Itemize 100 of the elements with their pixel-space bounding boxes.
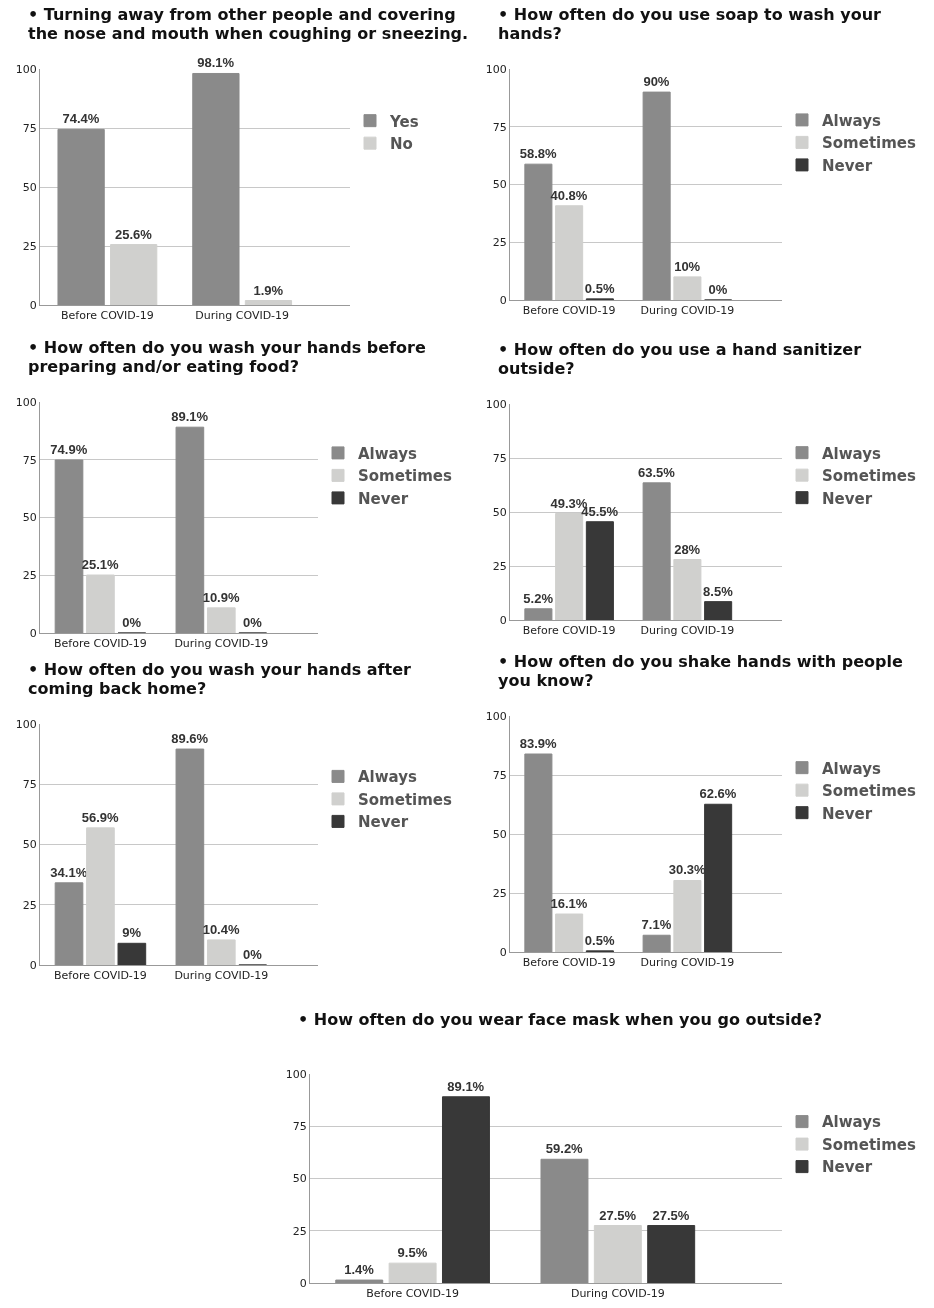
bar	[206, 939, 236, 965]
bar	[704, 803, 733, 952]
y-tick-label: 50	[492, 178, 507, 192]
data-label: 34.1%	[50, 864, 88, 880]
bar	[175, 426, 205, 633]
bar	[642, 482, 671, 620]
x-tick-label: Before COVID-19	[54, 969, 147, 983]
chart-title: • How often do you wash your hands after coming back home?	[27, 660, 412, 700]
y-tick-label: 50	[492, 827, 507, 841]
x-tick-label: Before COVID-19	[366, 1287, 460, 1301]
y-tick-label: 25	[492, 886, 507, 900]
x-tick-label: During COVID-19	[174, 969, 269, 983]
data-label: 98.1%	[197, 55, 235, 71]
legend-label: Always	[822, 444, 882, 463]
data-label: 89.1%	[171, 409, 209, 425]
x-tick-label: During COVID-19	[640, 624, 735, 638]
data-label: 58.8%	[519, 146, 558, 162]
y-tick-label: 100	[485, 397, 507, 411]
data-label: 0%	[122, 615, 142, 630]
legend-label: Sometimes	[822, 134, 917, 153]
data-label: 28%	[674, 541, 701, 557]
legend-label: Always	[358, 444, 418, 463]
x-tick-label: Before COVID-19	[60, 309, 154, 323]
bar	[57, 128, 105, 305]
x-tick-label: During COVID-19	[640, 956, 735, 970]
bar	[704, 601, 733, 620]
data-label: 27.5%	[652, 1207, 690, 1223]
bar	[642, 91, 671, 300]
data-label: 89.6%	[171, 731, 209, 747]
legend-label: Sometimes	[822, 1135, 917, 1154]
bar	[54, 882, 84, 965]
data-label: 0.5%	[584, 932, 615, 948]
data-label: 25.6%	[115, 226, 153, 242]
legend-label: Never	[822, 489, 873, 508]
y-tick-label: 75	[492, 120, 507, 134]
chart-title: • How often do you wear face mask when you go outside?	[297, 1010, 824, 1031]
data-label: 0%	[243, 615, 263, 630]
data-label: 63.5%	[637, 464, 676, 480]
chart-title: • Turning away from other people and covering the nose and mouth when coughing or sneezing.	[27, 5, 470, 45]
data-label: 7.1%	[641, 917, 672, 933]
y-tick-label: 75	[22, 453, 37, 467]
legend-label: Always	[822, 1113, 882, 1132]
y-tick-label: 50	[22, 838, 37, 852]
bar	[540, 1158, 589, 1283]
chart-title: • How often do you shake hands with people you know?	[497, 652, 904, 692]
y-tick-label: 0	[499, 293, 507, 307]
y-tick-label: 100	[485, 709, 507, 723]
data-label: 83.9%	[519, 736, 558, 751]
y-tick-label: 25	[492, 559, 507, 573]
chart-title: • How often do you use a hand sanitizer outside?	[497, 340, 863, 380]
legend-label: Never	[822, 156, 873, 175]
bar	[175, 748, 205, 965]
legend-label: Sometimes	[358, 467, 453, 486]
legend-label: Never	[358, 813, 409, 832]
legend-label: Sometimes	[822, 782, 917, 800]
legend-label: No	[390, 135, 413, 153]
bar	[117, 942, 147, 965]
bar	[54, 459, 84, 633]
y-tick-label: 75	[492, 451, 507, 465]
data-label: 27.5%	[599, 1207, 637, 1223]
y-tick-label: 75	[22, 778, 37, 792]
bar	[441, 1096, 490, 1283]
y-tick-label: 50	[292, 1172, 307, 1186]
y-tick-label: 75	[292, 1120, 307, 1134]
y-tick-label: 0	[499, 945, 507, 959]
bar	[555, 913, 584, 952]
data-label: 89.1%	[447, 1078, 485, 1094]
y-tick-label: 0	[29, 626, 37, 640]
legend-label: Always	[822, 111, 882, 130]
y-tick-label: 75	[492, 768, 507, 782]
y-tick-label: 25	[22, 569, 37, 583]
y-tick-label: 0	[29, 298, 37, 312]
data-label: 1.9%	[253, 282, 284, 298]
data-label: 74.4%	[62, 111, 100, 127]
y-tick-label: 0	[299, 1276, 307, 1290]
bar	[585, 521, 614, 620]
x-tick-label: During COVID-19	[174, 637, 269, 651]
bar	[673, 276, 702, 300]
bar	[524, 753, 553, 952]
data-label: 10.4%	[202, 921, 240, 937]
y-tick-label: 0	[29, 958, 37, 972]
legend-label: Sometimes	[822, 467, 917, 485]
data-label: 10.9%	[202, 589, 240, 605]
data-label: 10%	[674, 258, 701, 274]
bar	[335, 1279, 384, 1283]
data-label: 74.9%	[50, 441, 88, 457]
legend-label: Never	[822, 804, 873, 823]
legend-label: Always	[822, 759, 882, 778]
y-tick-label: 25	[22, 239, 37, 253]
bar	[206, 607, 236, 633]
y-tick-label: 25	[22, 898, 37, 912]
data-label: 90%	[643, 74, 670, 90]
y-tick-label: 50	[22, 511, 37, 525]
data-label: 16.1%	[550, 896, 588, 911]
y-tick-label: 100	[285, 1067, 307, 1081]
y-tick-label: 25	[492, 236, 507, 250]
data-label: 9.5%	[397, 1245, 428, 1261]
data-label: 59.2%	[545, 1141, 584, 1157]
data-label: 0%	[708, 282, 728, 297]
x-tick-label: During COVID-19	[570, 1287, 665, 1301]
